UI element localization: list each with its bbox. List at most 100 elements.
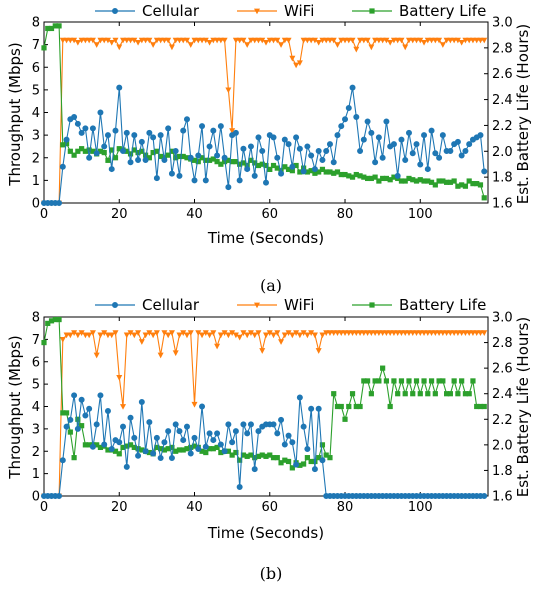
data-point-wifi (97, 332, 104, 339)
data-point-battery-life (349, 391, 356, 397)
data-point-wifi (214, 37, 221, 44)
data-point-battery-life (86, 442, 92, 448)
legend-entry-battery-life: Battery Life (352, 296, 486, 314)
data-point-battery-life (214, 444, 220, 451)
data-point-wifi (436, 330, 443, 336)
data-point-wifi (199, 37, 206, 44)
data-point-battery-life (421, 178, 427, 184)
data-point-cellular (206, 143, 213, 150)
data-point-cellular (63, 136, 70, 143)
data-point-cellular (308, 152, 315, 159)
data-point-battery-life (285, 166, 292, 172)
data-point-battery-life (188, 444, 194, 451)
subfigure-caption: (a) (260, 276, 282, 295)
data-point-battery-life (206, 157, 213, 163)
data-point-battery-life (154, 148, 160, 154)
data-point-battery-life (380, 175, 386, 182)
data-point-battery-life (203, 157, 209, 163)
data-point-wifi (108, 39, 115, 46)
data-point-wifi (263, 332, 269, 339)
data-point-cellular (383, 118, 390, 125)
data-point-battery-life (316, 169, 322, 175)
data-point-cellular (311, 466, 318, 473)
data-point-wifi (398, 37, 405, 44)
data-point-cellular (135, 452, 142, 459)
data-point-battery-life (395, 391, 401, 397)
data-point-battery-life (267, 166, 273, 172)
data-point-wifi (93, 42, 100, 48)
data-point-battery-life (327, 455, 333, 461)
data-point-cellular (296, 394, 303, 401)
data-point-battery-life (52, 23, 58, 29)
data-point-cellular (168, 454, 175, 461)
data-point-cellular (157, 132, 164, 139)
data-point-cellular (131, 132, 138, 139)
data-point-battery-life (289, 168, 295, 174)
data-point-wifi (255, 37, 262, 44)
data-point-wifi (168, 44, 175, 51)
data-point-battery-life (361, 378, 367, 384)
data-point-battery-life (105, 157, 111, 163)
data-point-cellular (59, 163, 66, 170)
data-point-battery-life (297, 169, 303, 175)
data-point-battery-life (470, 378, 476, 384)
y-right-tick-label: 2.6 (492, 67, 513, 82)
data-point-battery-life (391, 174, 397, 180)
data-point-cellular (153, 175, 160, 182)
data-point-cellular (251, 172, 258, 179)
data-point-battery-life (444, 179, 450, 185)
data-point-battery-life (436, 178, 442, 184)
data-point-wifi (116, 375, 123, 381)
series-line-wifi (44, 331, 485, 497)
data-point-cellular (221, 154, 228, 161)
data-point-battery-life (413, 178, 420, 184)
data-point-wifi (217, 332, 224, 339)
data-point-cellular (191, 434, 198, 441)
data-point-cellular (398, 136, 405, 143)
data-point-wifi (345, 37, 352, 44)
legend-marker (112, 8, 118, 14)
data-point-wifi (112, 37, 119, 44)
data-point-battery-life (229, 159, 235, 165)
data-point-battery-life (97, 444, 104, 451)
data-point-cellular (183, 116, 190, 123)
data-point-wifi (255, 330, 262, 336)
data-point-cellular (97, 392, 104, 399)
data-point-wifi (293, 62, 300, 69)
data-point-cellular (202, 443, 209, 450)
data-point-wifi (424, 330, 431, 336)
data-point-battery-life (161, 447, 168, 453)
data-point-battery-life (203, 449, 209, 456)
data-point-battery-life (312, 170, 318, 176)
data-point-wifi (458, 330, 465, 336)
series-cellular (41, 84, 488, 206)
data-point-battery-life (304, 455, 310, 461)
data-point-battery-life (451, 378, 457, 384)
data-point-cellular (93, 150, 100, 157)
data-point-cellular (232, 428, 239, 435)
data-point-wifi (104, 37, 111, 44)
plot-area: 0 20 40 60 80 100 0 1 2 3 4 5 6 7 8 1.6 1.8 2.0 2.2 2.4 2.6 2… (32, 16, 513, 223)
data-point-cellular (172, 147, 179, 154)
legend-label: Battery Life (399, 296, 486, 314)
data-point-cellular (477, 132, 484, 139)
data-point-wifi (368, 330, 375, 336)
data-point-cellular (63, 423, 70, 430)
data-point-cellular (214, 430, 221, 437)
data-point-battery-life (297, 462, 303, 468)
data-point-wifi (315, 348, 322, 354)
x-tick-label: 80 (337, 207, 354, 222)
data-point-cellular (101, 441, 108, 448)
x-tick-label: 80 (337, 500, 354, 515)
data-point-wifi (221, 37, 228, 44)
data-point-wifi (323, 37, 330, 44)
data-point-battery-life (248, 157, 254, 163)
data-point-cellular (112, 127, 119, 134)
data-point-battery-life (82, 442, 88, 448)
data-point-wifi (289, 332, 296, 339)
data-point-cellular (289, 439, 296, 446)
data-point-wifi (236, 334, 243, 341)
data-point-battery-life (263, 162, 269, 169)
data-point-wifi (150, 332, 157, 339)
data-point-battery-life (398, 378, 405, 384)
